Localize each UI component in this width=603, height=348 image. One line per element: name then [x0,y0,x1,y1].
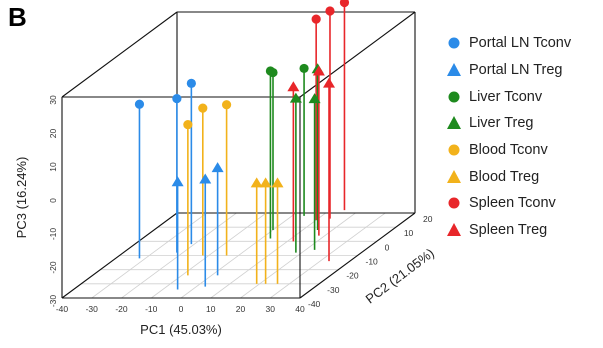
legend-label: Spleen Treg [469,222,548,239]
y-tick-label: 0 [385,242,390,252]
circle-marker-icon [447,143,469,157]
y-tick-label: -20 [346,271,359,281]
y-tick-label: 10 [404,228,414,238]
y-tick-label: -30 [327,285,340,295]
x-tick-label: -40 [56,304,69,314]
z-axis-label: PC3 (16.24%) [14,157,29,239]
legend-item: Portal LN Treg [447,57,571,84]
tick-labels: -40 -30 -20 -10 0 10 20 30 40 -40-30-20-1001020-3… [48,95,433,314]
x-axis-label: PC1 (45.03%) [140,322,222,337]
floor-grid [61,212,416,299]
y-axis-label: PC2 (21.05%) [363,245,437,306]
data-point [308,93,321,104]
markers [134,0,350,188]
box-edge [299,212,416,299]
legend-label: Liver Tconv [469,88,543,105]
x-tick-label: -10 [145,304,158,314]
legend-label: Blood Treg [469,168,540,185]
circle-marker-icon [447,36,469,50]
z-tick-label: -10 [48,228,58,241]
data-point [211,162,224,173]
x-tick-label: 40 [295,304,305,314]
legend-label: Blood Tconv [469,142,548,159]
data-point [198,103,208,113]
legend-item: Blood Treg [447,163,571,190]
legend-item: Blood Tconv [447,137,571,164]
data-point [299,63,309,74]
z-tick-label: 20 [48,129,58,139]
z-tick-label: 0 [48,198,58,203]
z-tick-label: 30 [48,95,58,105]
y-tick-label: 20 [423,214,433,224]
x-tick-label: 0 [179,304,184,314]
stems [138,2,346,290]
legend-item: Liver Tconv [447,83,571,110]
legend-label: Portal LN Treg [469,62,563,79]
legend-item: Spleen Treg [447,217,571,244]
data-point [325,6,335,16]
legend-label: Liver Treg [469,115,534,132]
data-point [171,176,184,187]
x-tick-label: -20 [115,304,128,314]
data-point [271,177,284,188]
y-tick-label: -10 [366,257,379,267]
legend-label: Spleen Tconv [469,195,556,212]
triangle-marker-icon [447,116,469,130]
data-point [186,78,196,88]
data-point [339,0,350,8]
data-point [134,99,145,109]
y-tick-label: -40 [308,299,321,309]
box-edge [61,11,178,98]
triangle-marker-icon [447,223,469,237]
legend-item: Liver Treg [447,110,571,137]
z-tick-label: 10 [48,162,58,172]
circle-marker-icon [447,90,469,104]
panel-label: B [8,2,27,32]
data-point [172,93,182,104]
triangle-marker-icon [447,63,469,77]
data-point [183,119,193,130]
triangle-marker-icon [447,169,469,184]
data-point [311,14,321,24]
x-tick-label: 30 [266,304,276,314]
data-point [287,81,300,92]
data-point [289,92,302,103]
x-tick-label: -30 [86,304,99,314]
box-edge [61,212,178,299]
x-tick-label: 20 [236,304,246,314]
data-point [199,173,212,184]
legend-item: Spleen Tconv [447,190,571,217]
z-tick-label: -20 [48,261,58,274]
data-point [312,65,325,76]
data-point [265,66,276,76]
data-point [259,177,272,188]
legend-label: Portal LN Tconv [469,35,572,52]
legend: Portal LN Tconv Portal LN Treg Liver Tconv… [447,30,571,244]
data-point [250,177,263,188]
x-tick-label: 10 [206,304,216,314]
z-tick-label: -30 [48,295,58,308]
circle-marker-icon [447,196,469,210]
data-point [222,100,232,110]
data-point [323,77,336,88]
legend-item: Portal LN Tconv [447,30,571,57]
